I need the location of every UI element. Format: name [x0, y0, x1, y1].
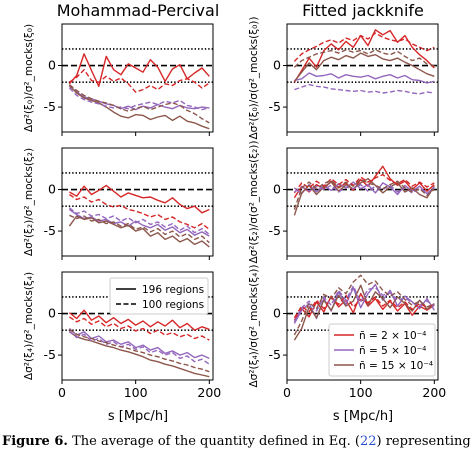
figure-caption: Figure 6. The average of the quantity de… [2, 434, 474, 449]
series-line [68, 215, 210, 248]
y-tick-label: -5 [269, 223, 281, 238]
x-tick-label: 0 [58, 385, 66, 400]
y-tick-label: 0 [273, 182, 281, 197]
series-line [68, 84, 210, 124]
y-tick-label: -5 [44, 99, 56, 114]
series-line [69, 68, 210, 93]
panel-r2-c1: -5 0 0 100 200 Δσ²(ξ₄)/σ(σ²_mocks(ξ₄)) n̄ = 2 … [248, 264, 446, 400]
y-tick-label: 0 [273, 306, 281, 321]
series-group [293, 165, 435, 216]
legend-entry-label: 100 regions [142, 299, 204, 311]
x-tick-label: 200 [197, 385, 221, 400]
y-tick-label: -5 [269, 347, 281, 362]
legend-linestyle: 196 regions 100 regions [109, 277, 209, 315]
y-tick-label: -5 [44, 347, 56, 362]
series-line [294, 72, 435, 84]
x-tick-label: 100 [124, 385, 148, 400]
series-line [68, 327, 210, 360]
panel-r1-c1: -5 0 Δσ²(ξ₂)/σ(σ²_mocks(ξ₂)) [248, 140, 439, 264]
caption-label: Figure 6. [2, 434, 68, 449]
series-line [293, 285, 435, 323]
series-line [293, 32, 435, 62]
legend-entry-label: 196 regions [142, 284, 204, 296]
series-line [293, 52, 435, 82]
y-axis-label: Δσ²(ξ₀)/σ²_mocks(ξ₀) [23, 24, 35, 132]
y-axis-label: Δσ²(ξ₀)/σ(σ²_mocks(ξ₀)) [248, 16, 260, 139]
series-group [68, 184, 210, 248]
series-line [68, 330, 210, 365]
series-line [293, 178, 435, 210]
caption-tail: ) representing t [376, 434, 474, 449]
y-tick-label: 0 [48, 58, 56, 73]
x-tick-label: 200 [422, 385, 446, 400]
series-line [68, 207, 210, 235]
panel-r1-c0: -5 0 Δσ²(ξ₂)/σ²_mocks(ξ₂) [23, 147, 214, 260]
panel-frame [61, 23, 214, 133]
panel-frame [286, 147, 439, 257]
series-line [69, 331, 210, 378]
panel-grid: -5 0 Δσ²(ξ₀)/σ²_mocks(ξ₀) -5 0 Δσ²(ξ₀)/σ(σ²_m… [23, 16, 446, 400]
series-group [293, 274, 435, 341]
series-line [293, 29, 435, 83]
series-line [293, 274, 435, 336]
legend-box [109, 277, 209, 315]
x-tick-label: 0 [283, 385, 291, 400]
y-axis-label: Δσ²(ξ₂)/σ(σ²_mocks(ξ₂)) [248, 140, 260, 263]
y-axis-label: Δσ²(ξ₂)/σ²_mocks(ξ₂) [23, 148, 35, 256]
series-line [68, 309, 210, 331]
column-title-mohammad-percival: Mohammad-Percival [57, 1, 220, 20]
column-title-fitted-jackknife: Fitted jackknife [302, 1, 424, 20]
series-line [293, 177, 435, 216]
series-group [68, 53, 210, 130]
series-line [69, 208, 210, 237]
panel-frame [61, 271, 214, 381]
series-line [293, 173, 435, 194]
x-axis-label-right: s [Mpc/h] [333, 409, 393, 424]
panel-frame [286, 271, 439, 381]
series-line [293, 49, 435, 68]
series-group [293, 29, 435, 95]
y-axis-label: Δσ²(ξ₄)/σ²_mocks(ξ₄) [23, 272, 35, 380]
panel-frame [61, 147, 214, 257]
panel-r0-c1: -5 0 Δσ²(ξ₀)/σ(σ²_mocks(ξ₀)) [248, 16, 439, 140]
caption-equation-link[interactable]: 22 [359, 434, 377, 449]
series-line [68, 53, 210, 88]
y-axis-label: Δσ²(ξ₄)/σ(σ²_mocks(ξ₄)) [248, 264, 260, 387]
legend-density: n̄ = 2 × 10⁻⁴ n̄ = 5 × 10⁻⁴ n̄ = 15 × 10⁻⁴ [328, 323, 436, 377]
series-line [69, 184, 210, 214]
y-tick-label: 0 [273, 58, 281, 73]
series-line [69, 214, 210, 244]
series-line [293, 181, 435, 196]
series-line [68, 85, 210, 130]
series-line [294, 83, 435, 95]
legend-box [328, 323, 436, 377]
series-group [68, 309, 210, 378]
series-line [69, 193, 210, 230]
legend-entry-label: n̄ = 15 × 10⁻⁴ [359, 360, 433, 372]
panel-r0-c0: -5 0 Δσ²(ξ₀)/σ²_mocks(ξ₀) [23, 23, 214, 136]
x-axis-label-left: s [Mpc/h] [108, 409, 168, 424]
y-tick-label: 0 [48, 306, 56, 321]
y-tick-label: -5 [269, 99, 281, 114]
panel-r2-c0: -5 0 0 100 200 Δσ²(ξ₄)/σ²_mocks(ξ₄) 196 region… [23, 271, 221, 400]
caption-text: The average of the quantity defined in E… [72, 434, 360, 449]
panel-frame [286, 23, 439, 133]
legend-entry-label: n̄ = 5 × 10⁻⁴ [359, 345, 426, 357]
x-tick-label: 100 [349, 385, 373, 400]
series-line [293, 294, 435, 319]
y-tick-label: -5 [44, 223, 56, 238]
y-tick-label: 0 [48, 182, 56, 197]
legend-entry-label: n̄ = 2 × 10⁻⁴ [359, 330, 426, 342]
series-line [68, 87, 210, 111]
series-line [69, 328, 210, 373]
